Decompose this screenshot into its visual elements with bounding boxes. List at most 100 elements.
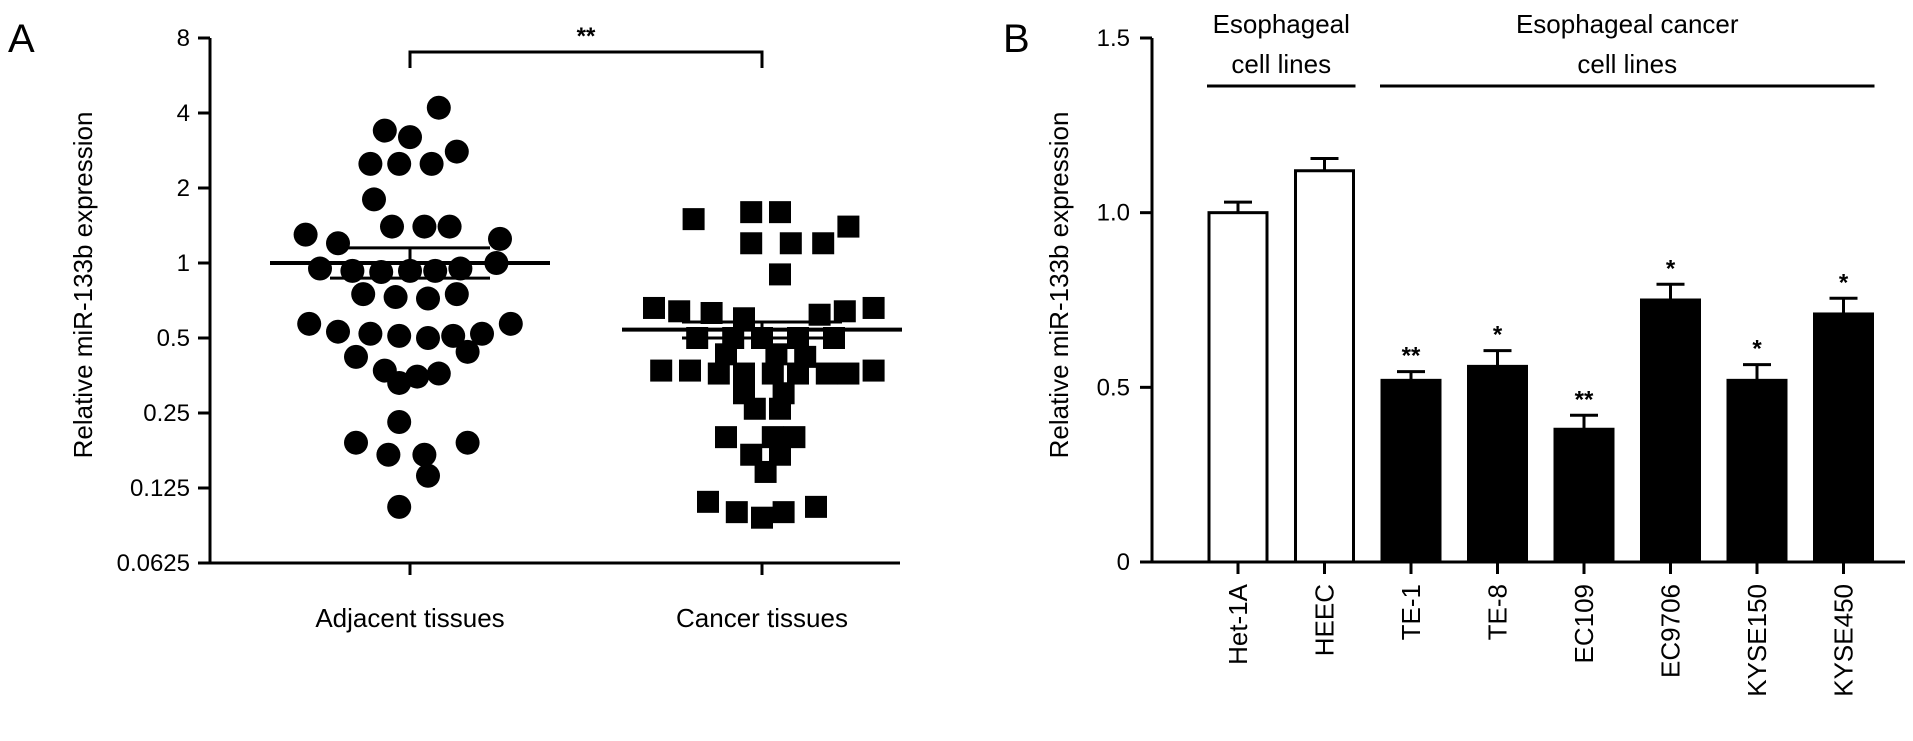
panel-a-point-square bbox=[805, 495, 827, 518]
panel-a-point-circle bbox=[455, 339, 480, 364]
panel-a-point-circle bbox=[387, 151, 412, 176]
panel-b-y-tick-label: 0 bbox=[1117, 549, 1130, 576]
panel-a-point-circle bbox=[344, 430, 368, 455]
panel-a-point-circle bbox=[380, 214, 404, 239]
panel-a-point-circle bbox=[372, 118, 397, 143]
panel-a-y-tick-label: 4 bbox=[177, 100, 190, 127]
panel-a-point-circle bbox=[358, 321, 383, 346]
panel-a-point-square bbox=[862, 296, 885, 319]
panel-a-point-circle bbox=[426, 361, 451, 386]
panel-a-y-tick-label: 8 bbox=[177, 25, 190, 52]
panel-a-y-tick-label: 1 bbox=[177, 250, 190, 277]
panel-a-point-square bbox=[779, 232, 802, 255]
panel-b-significance-label: * bbox=[1752, 336, 1762, 363]
panel-a-point-square bbox=[754, 460, 777, 483]
panel-a-y-tick-label: 2 bbox=[177, 175, 190, 202]
panel-a-y-tick-label: 0.5 bbox=[157, 325, 190, 352]
panel-a-point-circle bbox=[419, 151, 444, 176]
panel-a-point-circle bbox=[297, 311, 322, 336]
panel-a-point-square bbox=[733, 362, 755, 385]
panel-a-point-square bbox=[765, 343, 788, 366]
panel-b-significance-label: * bbox=[1839, 269, 1849, 296]
panel-b-significance-label: ** bbox=[1575, 386, 1594, 413]
panel-a-significance-label: ** bbox=[577, 23, 596, 50]
panel-a-point-square bbox=[751, 506, 773, 529]
panel-a-point-circle bbox=[383, 285, 408, 310]
panel-a-point-square bbox=[837, 362, 860, 385]
panel-b-x-tick-label: KYSE450 bbox=[1829, 584, 1859, 697]
panel-a-significance-bracket bbox=[408, 50, 764, 68]
panel-a-point-square bbox=[715, 343, 737, 366]
panel-a-point-square bbox=[679, 359, 701, 382]
panel-b-significance-label: * bbox=[1666, 255, 1676, 282]
panel-a-point-circle bbox=[398, 125, 422, 150]
panel-b-y-axis-title: Relative miR-133b expression bbox=[1044, 112, 1074, 459]
panel-b-group-label: Esophageal bbox=[1213, 9, 1350, 39]
panel-b-x-tick-label: EC9706 bbox=[1656, 584, 1686, 678]
panel-a-point-square bbox=[715, 426, 737, 449]
panel-b-bar-chart: B Relative miR-133b expression 0 0.5 1.0 1.… bbox=[1003, 9, 1905, 697]
panel-a-point-square bbox=[837, 215, 860, 238]
panel-a-y-tick-label: 0.25 bbox=[143, 400, 190, 427]
panel-a-point-square bbox=[733, 307, 755, 330]
panel-a-point-circle bbox=[416, 326, 440, 350]
panel-a-point-circle bbox=[412, 214, 437, 239]
panel-a-point-circle bbox=[293, 222, 318, 247]
panel-a-point-circle bbox=[387, 323, 412, 348]
panel-a-point-square bbox=[682, 208, 705, 231]
panel-a-point-square bbox=[808, 303, 831, 326]
panel-b-y-tick-label: 1.0 bbox=[1097, 200, 1130, 227]
panel-a-marks: ** bbox=[270, 23, 902, 529]
panel-a-point-square bbox=[668, 300, 691, 323]
panel-a-point-circle bbox=[444, 139, 469, 164]
panel-a-point-square bbox=[761, 362, 784, 385]
panel-a-point-square bbox=[707, 362, 730, 385]
panel-a-point-circle bbox=[455, 430, 480, 455]
panel-a-point-circle bbox=[498, 311, 523, 336]
panel-a-point-square bbox=[769, 443, 791, 466]
panel-a-point-circle bbox=[308, 256, 332, 281]
panel-a-point-square bbox=[787, 362, 809, 385]
panel-a-point-circle bbox=[441, 323, 466, 348]
panel-b-axes: 0 0.5 1.0 1.5 Het-1A HEEC TE-1 TE-8 EC109 EC9706 K… bbox=[1097, 25, 1905, 697]
panel-a-point-square bbox=[725, 501, 748, 524]
panel-a-point-circle bbox=[351, 282, 376, 307]
panel-a-point-circle bbox=[437, 214, 462, 239]
panel-a-point-square bbox=[769, 263, 791, 286]
panel-a-point-circle bbox=[387, 410, 412, 435]
panel-b-y-tick-label: 1.5 bbox=[1097, 25, 1130, 52]
panel-b-x-tick-label: TE-1 bbox=[1396, 584, 1426, 640]
panel-a-point-square bbox=[697, 490, 719, 513]
panel-b-significance-label: * bbox=[1493, 322, 1503, 349]
panel-a-point-square bbox=[783, 426, 806, 449]
panel-a-point-circle bbox=[387, 494, 412, 519]
panel-b-bar bbox=[1207, 211, 1269, 564]
panel-a-point-circle bbox=[326, 231, 350, 256]
panel-b-bar bbox=[1726, 378, 1788, 564]
panel-a-point-circle bbox=[412, 442, 437, 467]
panel-a-point-circle bbox=[416, 463, 440, 488]
panel-a-point-circle bbox=[444, 282, 469, 307]
panel-a-y-tick-label: 0.0625 bbox=[117, 550, 190, 577]
panel-b-bar bbox=[1813, 312, 1874, 564]
panel-a-point-square bbox=[650, 359, 673, 382]
panel-b-x-tick-label: EC109 bbox=[1569, 584, 1599, 664]
panel-b-bar bbox=[1553, 427, 1615, 564]
panel-b-significance-label: ** bbox=[1402, 343, 1421, 370]
panel-a-point-circle bbox=[344, 344, 368, 369]
panel-a-axes: 0.0625 0.125 0.25 0.5 1 2 4 8 Adjacent tissues Ca… bbox=[117, 25, 900, 633]
panel-a-point-square bbox=[700, 301, 723, 324]
panel-a-dot-plot: A Relative miR-133b expression 0.0625 0.1… bbox=[8, 17, 902, 633]
panel-a-point-circle bbox=[470, 321, 494, 346]
panel-a-letter: A bbox=[8, 17, 35, 61]
panel-b-group-label: cell lines bbox=[1231, 49, 1331, 79]
panel-b-x-tick-label: KYSE150 bbox=[1742, 584, 1772, 697]
panel-a-x-tick-label: Cancer tissues bbox=[676, 603, 848, 633]
panel-a-y-axis-title: Relative miR-133b expression bbox=[68, 112, 98, 459]
panel-a-point-square bbox=[815, 362, 838, 385]
panel-a-point-square bbox=[769, 397, 791, 420]
panel-a-point-square bbox=[833, 300, 856, 323]
panel-a-point-square bbox=[740, 443, 763, 466]
